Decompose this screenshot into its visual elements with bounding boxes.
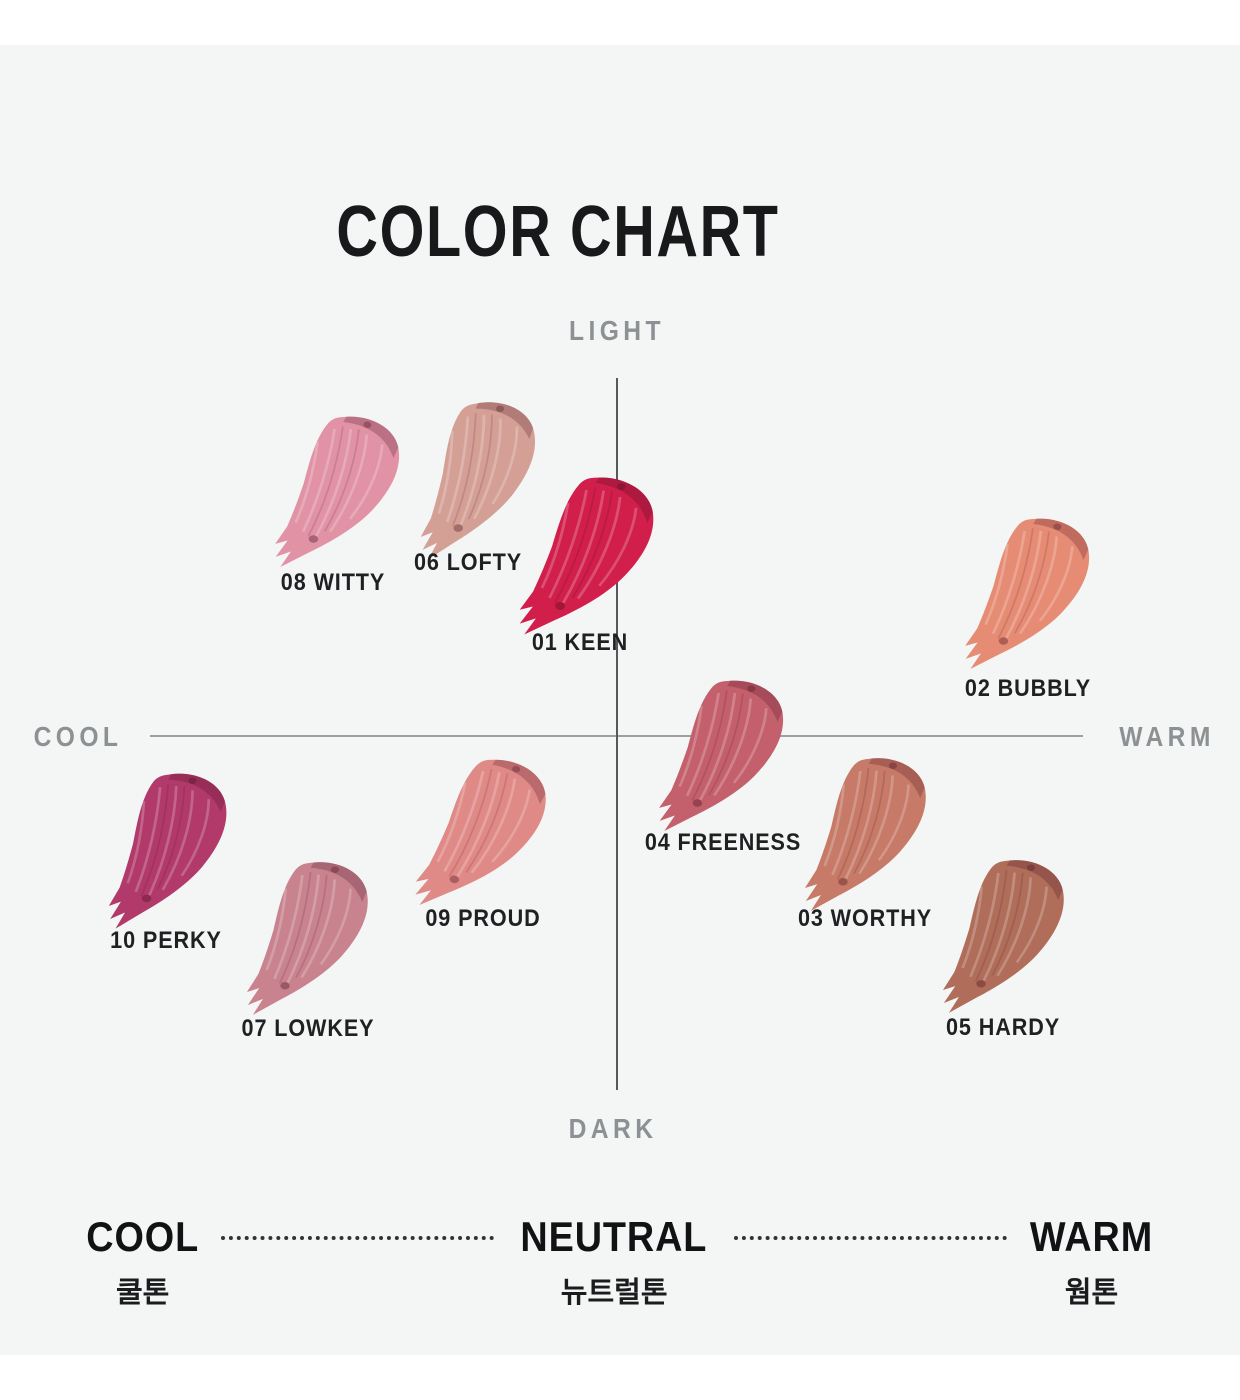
swatch-label-03-worthy: 03 WORTHY (797, 905, 933, 932)
swatch-smear (244, 858, 371, 1021)
swatch-label-06-lofty: 06 LOFTY (413, 549, 523, 576)
swatch-smear (272, 410, 404, 577)
lipstick-swatch-01-keen (515, 468, 659, 649)
lipstick-swatch-08-witty (272, 410, 404, 577)
legend-label-warm: WARM (1029, 1213, 1154, 1260)
lipstick-swatch-04-freeness (656, 674, 788, 841)
swatch-label-10-perky: 10 PERKY (110, 927, 222, 954)
legend-label-cool: COOL (86, 1213, 200, 1260)
legend-label-neutral: NEUTRAL (520, 1213, 708, 1260)
swatch-label-04-freeness: 04 FREENESS (644, 829, 802, 856)
legend-item-warm: WARM 웜톤 (1023, 1213, 1160, 1311)
lipstick-swatch-09-proud (411, 749, 553, 922)
swatch-smear (411, 749, 553, 922)
light-dark-axis-line (616, 378, 618, 1090)
dotted-connector (221, 1236, 495, 1240)
axis-label-warm: WARM (1119, 721, 1215, 752)
lipstick-swatch-07-lowkey (244, 858, 371, 1021)
legend-korean-cool: 쿨톤 (115, 1277, 170, 1309)
swatch-label-08-witty: 08 WITTY (280, 569, 386, 596)
swatch-label-07-lowkey: 07 LOWKEY (241, 1015, 375, 1042)
legend-item-neutral: NEUTRAL 뉴트럴톤 (510, 1213, 718, 1311)
page-title: COLOR CHART (336, 192, 780, 272)
dotted-connector (734, 1236, 1008, 1240)
swatch-smear (940, 856, 1067, 1019)
swatch-smear (962, 512, 1094, 679)
swatch-smear (107, 772, 228, 931)
swatch-smear (656, 674, 788, 841)
swatch-label-09-proud: 09 PROUD (425, 905, 541, 932)
tone-legend: COOL 쿨톤 NEUTRAL 뉴트럴톤 WARM 웜톤 (80, 1213, 1160, 1311)
axis-label-light: LIGHT (569, 315, 665, 346)
swatch-label-05-hardy: 05 HARDY (945, 1014, 1061, 1041)
axis-label-dark: DARK (568, 1113, 658, 1144)
lipstick-swatch-10-perky (107, 772, 228, 931)
lipstick-swatch-02-bubbly (962, 512, 1094, 679)
swatch-smear (802, 754, 929, 917)
lipstick-swatch-03-worthy (802, 754, 929, 917)
legend-item-cool: COOL 쿨톤 (80, 1213, 205, 1311)
swatch-label-01-keen: 01 KEEN (531, 629, 629, 656)
legend-korean-warm: 웜톤 (1064, 1277, 1119, 1309)
lipstick-swatch-05-hardy (940, 856, 1067, 1019)
swatch-smear (515, 468, 659, 649)
axis-label-cool: COOL (33, 721, 123, 752)
color-chart-panel: COLOR CHART LIGHT DARK COOL WARM 08 WITT… (0, 45, 1240, 1355)
legend-korean-neutral: 뉴트럴톤 (560, 1277, 668, 1309)
swatch-label-02-bubbly: 02 BUBBLY (964, 675, 1092, 702)
